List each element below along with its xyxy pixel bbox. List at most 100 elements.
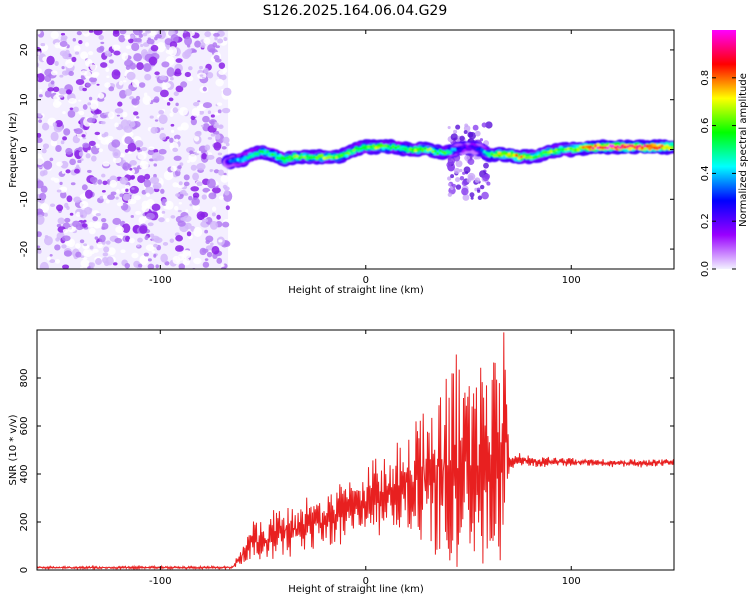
noise-speckle bbox=[218, 124, 224, 130]
ridge-cell bbox=[623, 145, 627, 149]
noise-speckle bbox=[104, 82, 111, 88]
noise-speckle bbox=[101, 222, 109, 230]
noise-speckle bbox=[102, 252, 109, 257]
ridge-cell bbox=[618, 146, 622, 150]
noise-speckle bbox=[151, 203, 161, 211]
disturbance-speckle bbox=[469, 192, 475, 198]
ridge-cell bbox=[510, 154, 514, 158]
noise-speckle bbox=[133, 111, 139, 116]
noise-speckle bbox=[83, 249, 93, 257]
ridge-cell bbox=[332, 156, 336, 160]
noise-speckle bbox=[175, 85, 184, 93]
ridge-cell bbox=[455, 147, 459, 151]
noise-speckle bbox=[200, 42, 206, 49]
noise-speckle bbox=[103, 114, 107, 118]
noise-speckle bbox=[182, 215, 192, 222]
ridge-cell bbox=[564, 148, 568, 152]
noise-speckle bbox=[114, 122, 119, 128]
disturbance-speckle bbox=[450, 133, 458, 141]
noise-speckle bbox=[202, 86, 207, 92]
noise-speckle bbox=[124, 34, 132, 40]
noise-speckle bbox=[214, 36, 218, 41]
noise-speckle bbox=[170, 129, 175, 133]
noise-speckle bbox=[52, 122, 57, 128]
noise-speckle bbox=[206, 154, 215, 160]
noise-speckle bbox=[177, 126, 184, 131]
noise-speckle bbox=[111, 139, 121, 148]
noise-speckle bbox=[144, 173, 151, 180]
noise-speckle bbox=[115, 196, 119, 200]
ridge-cell bbox=[475, 148, 479, 152]
ridge-cell bbox=[448, 150, 452, 154]
noise-speckle bbox=[41, 148, 47, 154]
ridge-cell bbox=[640, 146, 644, 150]
noise-speckle bbox=[111, 69, 121, 80]
noise-speckle bbox=[184, 71, 191, 78]
noise-speckle bbox=[131, 98, 138, 105]
disturbance-speckle bbox=[463, 130, 468, 134]
noise-speckle bbox=[169, 77, 174, 81]
noise-speckle bbox=[104, 50, 112, 57]
noise-speckle bbox=[60, 160, 69, 169]
noise-speckle bbox=[94, 109, 102, 115]
noise-speckle bbox=[105, 256, 114, 266]
noise-speckle bbox=[207, 44, 216, 53]
ridge-cell bbox=[653, 146, 657, 150]
noise-speckle bbox=[38, 119, 43, 123]
disturbance-speckle bbox=[455, 124, 461, 130]
noise-speckle bbox=[61, 170, 66, 174]
noise-speckle bbox=[148, 146, 155, 151]
noise-speckle bbox=[78, 40, 83, 45]
noise-speckle bbox=[210, 242, 214, 246]
noise-speckle bbox=[57, 217, 65, 225]
noise-speckle bbox=[175, 138, 179, 143]
noise-speckle bbox=[119, 153, 125, 158]
noise-speckle bbox=[146, 38, 155, 45]
noise-speckle bbox=[115, 189, 120, 194]
noise-speckle bbox=[114, 237, 123, 244]
noise-speckle bbox=[185, 209, 189, 213]
disturbance-speckle bbox=[459, 135, 465, 142]
ridge-cell bbox=[658, 146, 662, 150]
noise-speckle bbox=[218, 62, 226, 69]
noise-speckle bbox=[158, 148, 167, 155]
ridge-cell bbox=[231, 159, 235, 163]
ridge-cell bbox=[441, 150, 445, 154]
noise-speckle bbox=[144, 235, 149, 241]
noise-speckle bbox=[151, 152, 161, 162]
ridge-cell bbox=[478, 147, 482, 151]
noise-speckle bbox=[112, 217, 122, 225]
noise-speckle bbox=[79, 209, 88, 219]
noise-speckle bbox=[73, 45, 81, 52]
noise-speckle bbox=[110, 191, 117, 196]
noise-speckle bbox=[135, 210, 142, 216]
noise-speckle bbox=[139, 254, 149, 266]
ridge-cell bbox=[458, 146, 462, 150]
ridge-cell bbox=[369, 145, 373, 149]
noise-speckle bbox=[204, 258, 209, 262]
ridge-cell bbox=[463, 146, 467, 150]
spectrogram-x-label: Height of straight line (km) bbox=[288, 285, 424, 296]
ridge-cell bbox=[606, 146, 610, 150]
ridge-cell bbox=[433, 149, 437, 153]
noise-speckle bbox=[78, 110, 85, 116]
noise-speckle bbox=[191, 107, 200, 117]
noise-speckle bbox=[71, 56, 77, 63]
noise-speckle bbox=[221, 146, 227, 150]
disturbance-speckle bbox=[474, 130, 481, 137]
noise-speckle bbox=[154, 71, 160, 76]
noise-speckle bbox=[203, 67, 209, 74]
disturbance-speckle bbox=[455, 160, 463, 168]
noise-speckle bbox=[153, 96, 160, 103]
noise-speckle bbox=[89, 208, 93, 211]
noise-speckle bbox=[178, 263, 185, 269]
noise-speckle bbox=[68, 70, 74, 77]
ridge-cell bbox=[391, 145, 395, 149]
ridge-cell bbox=[436, 151, 440, 155]
noise-speckle bbox=[40, 43, 46, 47]
noise-speckle bbox=[130, 34, 135, 40]
ridge-cell bbox=[450, 147, 454, 151]
ridge-cell bbox=[670, 146, 674, 150]
noise-speckle bbox=[179, 193, 184, 197]
noise-speckle bbox=[37, 248, 42, 254]
